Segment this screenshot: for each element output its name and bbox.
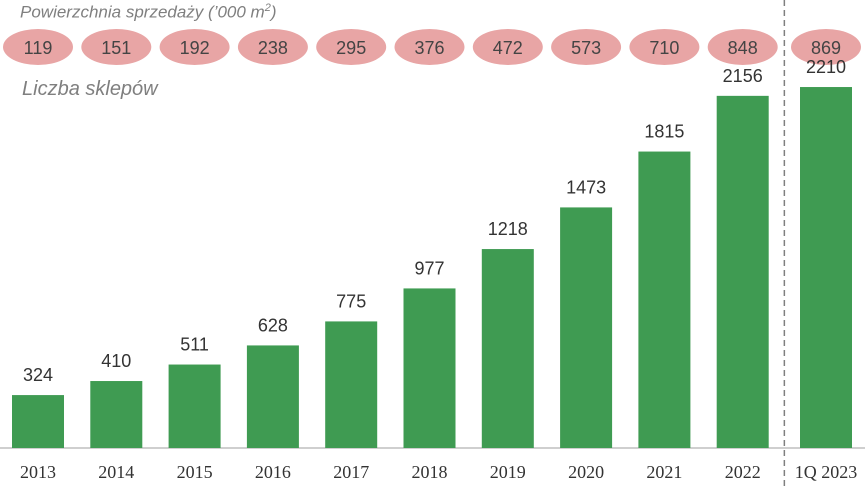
bar-value-label-2022: 2156 [723, 66, 763, 86]
bar-2019 [481, 249, 534, 448]
bar-value-label-2019: 1218 [488, 219, 528, 239]
bar-2018 [403, 288, 456, 448]
bar-2016 [246, 345, 299, 448]
bar-2013 [12, 395, 64, 448]
bar-value-label-2018: 977 [414, 258, 444, 278]
sales-area-ellipse-2017 [316, 29, 387, 65]
sales-area-value-2018: 376 [414, 38, 444, 58]
sales-area-ellipse-2014 [81, 29, 152, 65]
x-tick-label-2022: 2022 [725, 462, 761, 482]
bar-2020 [560, 207, 613, 448]
x-tick-label-2015: 2015 [177, 462, 213, 482]
sales-area-value-2015: 192 [180, 38, 210, 58]
x-tick-label-2018: 2018 [412, 462, 448, 482]
sales-area-value-2019: 472 [493, 38, 523, 58]
bar-2014 [90, 381, 143, 448]
x-tick-label-2013: 2013 [20, 462, 56, 482]
sales-area-value-2013: 119 [24, 38, 53, 58]
sales-area-ellipse-1q-2023 [791, 29, 861, 65]
sales-area-ellipse-2019 [472, 29, 543, 65]
sales-area-title: Powierzchnia sprzedaży (’000 m2) [20, 2, 277, 23]
bar-1q-2023 [800, 87, 852, 449]
bar-2022 [716, 95, 769, 448]
sales-area-value-2016: 238 [258, 38, 288, 58]
sales-area-ellipse-2015 [159, 29, 230, 65]
x-tick-label-2019: 2019 [490, 462, 526, 482]
store-count-title: Liczba sklepów [22, 78, 158, 100]
bar-2017 [325, 321, 378, 448]
bar-2015 [168, 364, 221, 448]
bar-value-label-2014: 410 [101, 351, 131, 371]
x-tick-label-2014: 2014 [98, 462, 134, 482]
sales-area-value-2014: 151 [101, 38, 131, 58]
bar-value-label-1q-2023: 2210 [806, 57, 846, 77]
sales-area-ellipse-2016 [237, 29, 308, 65]
x-tick-label-2017: 2017 [333, 462, 369, 482]
sales-area-ellipse-2013 [3, 29, 73, 65]
bar-2021 [638, 151, 691, 449]
bar-value-label-2021: 1815 [644, 122, 684, 142]
sales-area-value-2017: 295 [336, 38, 366, 58]
bar-value-label-2016: 628 [258, 315, 288, 335]
bar-value-label-2013: 324 [23, 365, 53, 385]
sales-area-value-2020: 573 [571, 38, 601, 58]
sales-area-value-2022: 848 [728, 38, 758, 58]
sales-area-title-text: Powierzchnia sprzedaży (’000 m [20, 2, 265, 22]
sales-area-ellipse-2020 [551, 29, 622, 65]
bar-value-label-2020: 1473 [566, 177, 606, 197]
bar-value-label-2017: 775 [336, 291, 366, 311]
x-tick-label-2020: 2020 [568, 462, 604, 482]
sales-area-value-1q-2023: 869 [811, 38, 841, 58]
bar-value-label-2015: 511 [180, 335, 209, 355]
x-tick-label-2021: 2021 [646, 462, 682, 482]
sales-area-ellipse-2018 [394, 29, 465, 65]
x-tick-label-2016: 2016 [255, 462, 291, 482]
sales-area-ellipse-2022 [707, 29, 778, 65]
sales-area-unit-sup: 2 [264, 2, 271, 14]
sales-area-ellipse-2021 [629, 29, 700, 65]
sales-area-value-2021: 710 [649, 38, 679, 58]
sales-area-title-end: ) [270, 2, 277, 22]
x-tick-label-1q-2023: 1Q 2023 [795, 462, 858, 482]
